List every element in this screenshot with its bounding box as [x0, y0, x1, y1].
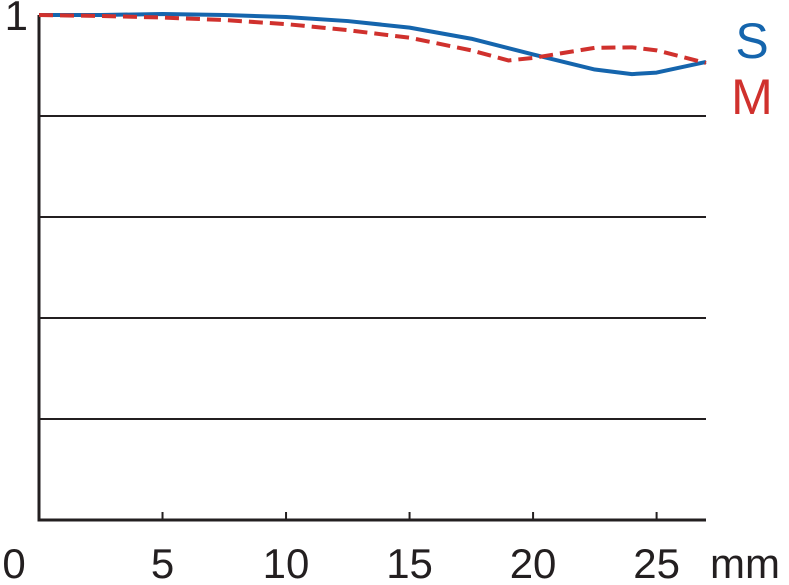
axes [37, 15, 706, 522]
series-line [39, 11, 707, 77]
x-tick-label: 25 [633, 540, 680, 585]
legend-label: S [735, 13, 768, 69]
series-line [38, 13, 707, 65]
x-tick-label: 20 [510, 540, 557, 585]
x-tick-label: 5 [151, 540, 174, 585]
x-tick-label: 15 [386, 540, 433, 585]
x-tick-label: 10 [263, 540, 310, 585]
y-tick-label: 1 [5, 0, 28, 39]
x-unit-label: mm [710, 540, 780, 585]
x-tick-label: 0 [2, 540, 25, 585]
legend-label: M [731, 69, 773, 125]
